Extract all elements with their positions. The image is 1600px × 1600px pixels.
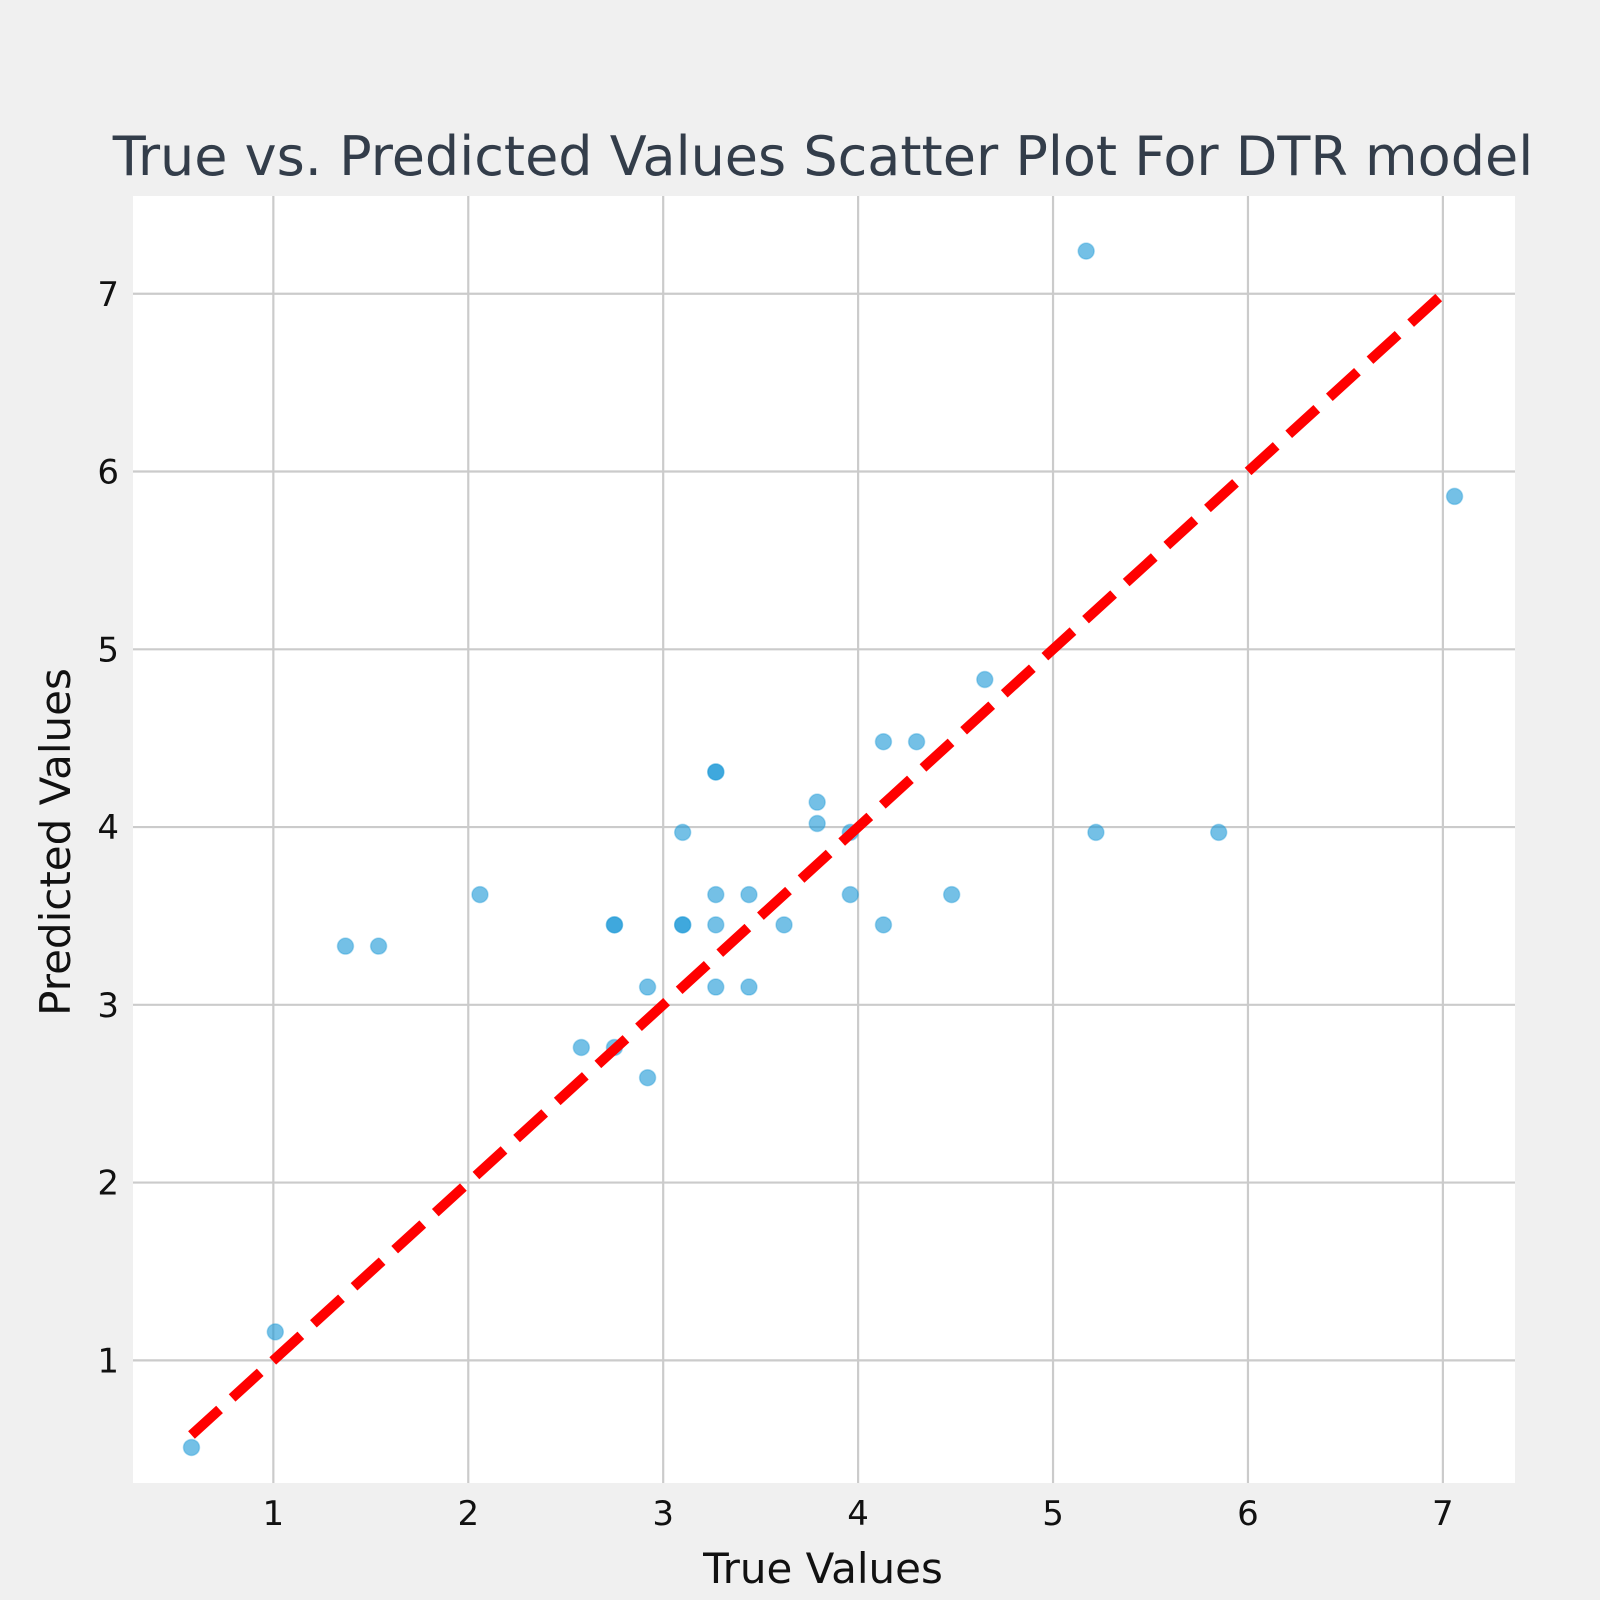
x-tick-label: 2 xyxy=(457,1494,479,1534)
data-point xyxy=(874,732,893,751)
y-tick-label: 3 xyxy=(97,986,119,1026)
data-point xyxy=(471,885,489,904)
x-tick-label: 1 xyxy=(263,1494,285,1534)
data-point xyxy=(182,1438,201,1457)
x-tick-label: 4 xyxy=(847,1494,869,1534)
data-point xyxy=(1087,823,1105,842)
data-point xyxy=(673,823,692,842)
y-tick-label: 2 xyxy=(97,1164,119,1204)
y-tick-label: 5 xyxy=(97,630,119,670)
data-point xyxy=(808,793,826,811)
data-point xyxy=(336,937,355,955)
data-point xyxy=(369,937,388,955)
data-point xyxy=(707,916,725,934)
data-point xyxy=(266,1323,285,1341)
data-point xyxy=(1209,823,1228,842)
data-point xyxy=(808,814,826,833)
plot-background xyxy=(133,196,1515,1483)
data-point xyxy=(707,978,725,996)
y-tick-label: 6 xyxy=(97,453,119,493)
data-point xyxy=(841,885,860,904)
plot-area: 1 2 3 4 5 6 7 1 2 3 4 5 6 7 xyxy=(97,196,1515,1534)
y-tick-label: 7 xyxy=(97,275,119,315)
y-axis-title: Predicted Values xyxy=(31,668,80,1016)
chart-title: True vs. Predicted Values Scatter Plot F… xyxy=(112,125,1533,188)
data-point xyxy=(638,1068,657,1087)
x-tick-label: 7 xyxy=(1432,1494,1454,1534)
y-tick-label: 1 xyxy=(97,1341,119,1381)
y-tick-label: 4 xyxy=(97,808,119,848)
data-point xyxy=(942,885,961,904)
data-point xyxy=(740,978,758,996)
data-point xyxy=(707,763,725,781)
data-point xyxy=(673,916,692,934)
x-tick-label: 5 xyxy=(1042,1494,1064,1534)
data-point xyxy=(1445,487,1464,506)
ideal-fit-line xyxy=(188,290,1447,1439)
data-point xyxy=(605,916,624,934)
data-point xyxy=(740,885,758,904)
data-point xyxy=(572,1038,591,1057)
x-axis-title: True Values xyxy=(702,1544,943,1593)
data-point xyxy=(638,978,657,996)
data-point xyxy=(874,916,893,934)
x-tick-label: 6 xyxy=(1237,1494,1259,1534)
x-tick-label: 3 xyxy=(652,1494,674,1534)
data-point xyxy=(907,732,926,751)
data-point xyxy=(707,885,725,904)
data-point xyxy=(775,916,793,934)
data-point xyxy=(976,670,994,689)
data-point xyxy=(1077,242,1095,260)
